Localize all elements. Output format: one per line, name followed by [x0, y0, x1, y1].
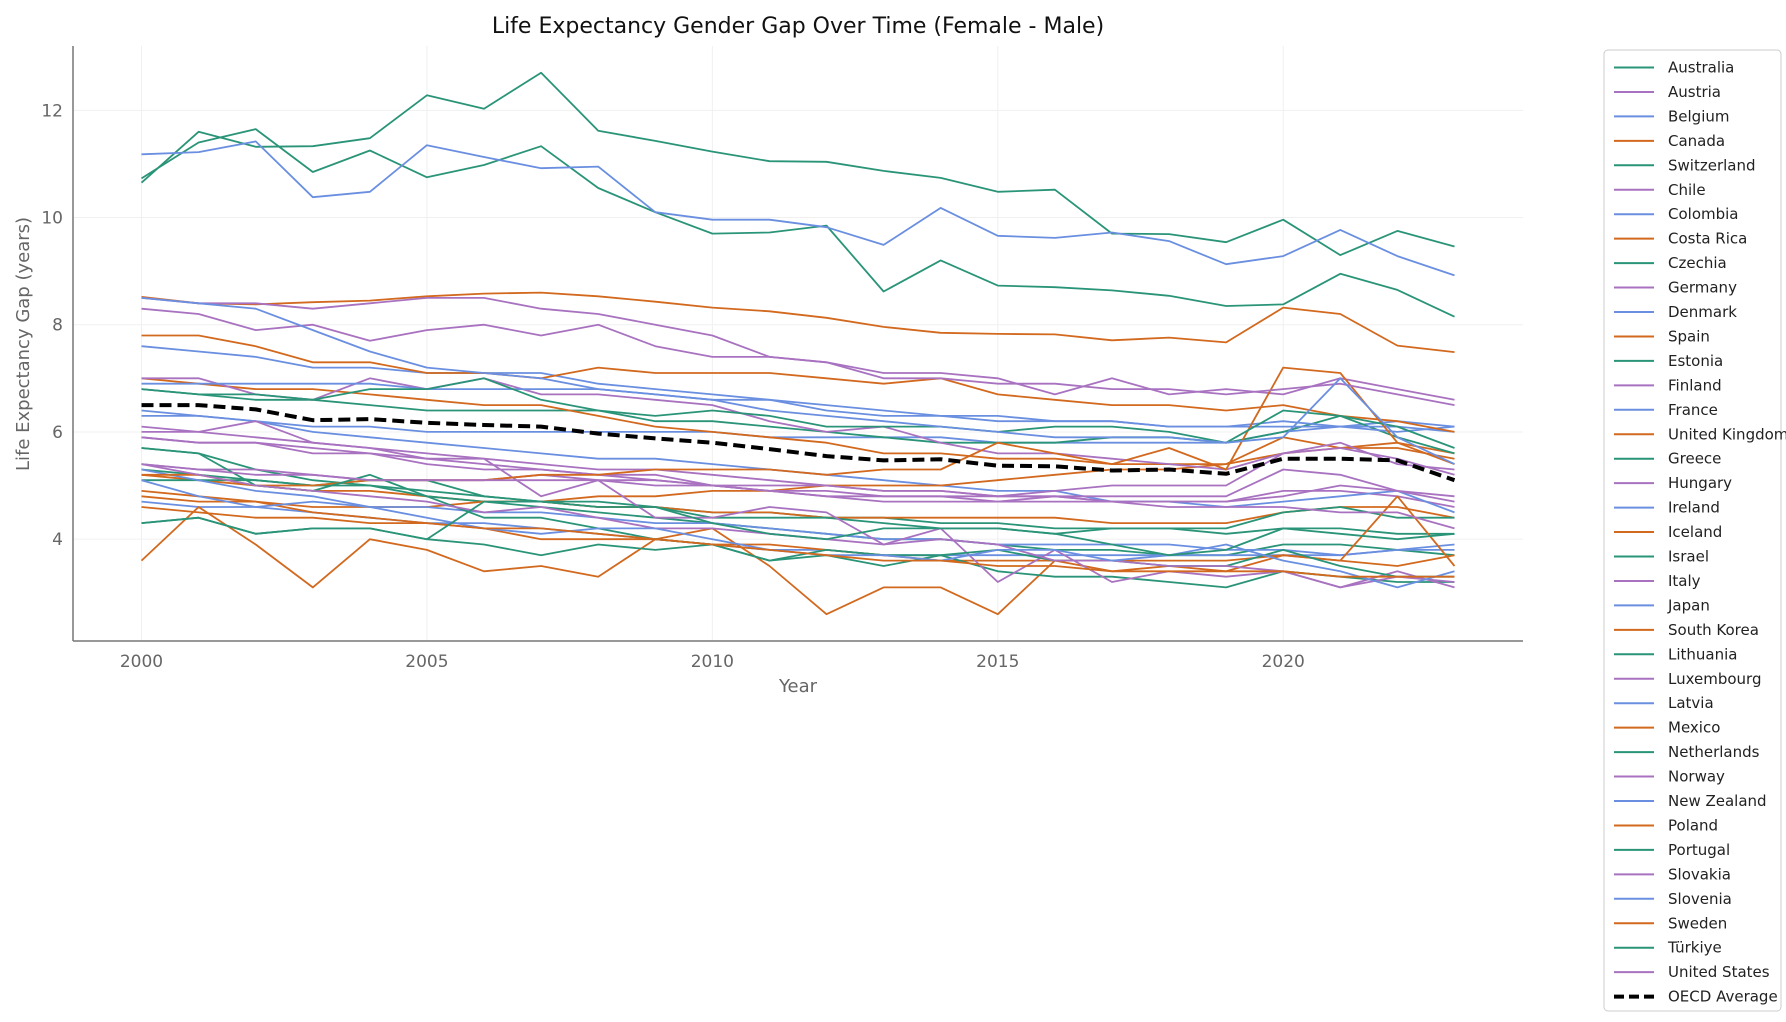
- series-line-sweden: [141, 506, 1455, 578]
- legend-label-germany: Germany: [1668, 279, 1737, 297]
- series-line-latvia: [141, 140, 1455, 277]
- x-tick-label: 2000: [120, 652, 163, 672]
- series-line-italy: [141, 436, 1455, 530]
- series-line-united-kingdom: [141, 490, 1455, 567]
- chart-title: Life Expectancy Gender Gap Over Time (Fe…: [492, 14, 1104, 39]
- legend-label-norway: Norway: [1668, 768, 1725, 786]
- legend-label-south-korea: South Korea: [1668, 621, 1759, 639]
- legend-label-estonia: Estonia: [1668, 352, 1723, 370]
- legend-label-ireland: Ireland: [1668, 499, 1720, 517]
- legend-label-czechia: Czechia: [1668, 254, 1727, 272]
- legend-label-australia: Australia: [1668, 59, 1734, 77]
- y-tick-label: 12: [41, 101, 63, 121]
- legend-label-new-zealand: New Zealand: [1668, 792, 1767, 810]
- series-line-netherlands: [141, 447, 1455, 578]
- series-line-south-korea: [141, 334, 1455, 433]
- legend-label-denmark: Denmark: [1668, 303, 1737, 321]
- y-tick-label: 8: [52, 316, 63, 336]
- x-tick-label: 2005: [405, 652, 448, 672]
- series-line-mexico: [141, 366, 1455, 487]
- legend-label-united-states: United States: [1668, 963, 1770, 981]
- legend-box: [1603, 49, 1782, 1012]
- series-line-spain: [141, 377, 1455, 466]
- series-line-united-states: [141, 441, 1455, 498]
- x-axis-label: Year: [778, 676, 818, 697]
- legend-label-chile: Chile: [1668, 181, 1706, 199]
- series-line-finland: [141, 377, 1455, 476]
- y-tick-label: 6: [52, 423, 63, 443]
- y-tick-label: 10: [41, 209, 63, 229]
- legend-label-italy: Italy: [1668, 572, 1701, 590]
- legend-label-switzerland: Switzerland: [1668, 156, 1756, 174]
- legend-label-iceland: Iceland: [1668, 523, 1722, 541]
- legend-label-luxembourg: Luxembourg: [1668, 670, 1762, 688]
- legend-label-united-kingdom: United Kingdom: [1668, 425, 1786, 443]
- series-lines: [140, 71, 1456, 616]
- legend-label-belgium: Belgium: [1668, 107, 1730, 125]
- legend-label-greece: Greece: [1668, 450, 1721, 468]
- axes: [72, 46, 1523, 642]
- legend: Australia Austria Belgium Canada Switzerland…: [1603, 49, 1786, 1012]
- series-line-slovenia: [141, 297, 1455, 465]
- x-tick-label: 2010: [691, 652, 734, 672]
- legend-label-slovenia: Slovenia: [1668, 890, 1732, 908]
- legend-label-netherlands: Netherlands: [1668, 743, 1760, 761]
- legend-label-mexico: Mexico: [1668, 719, 1720, 737]
- series-line-portugal: [141, 377, 1455, 449]
- legend-label-colombia: Colombia: [1668, 205, 1739, 223]
- legend-label-japan: Japan: [1667, 596, 1710, 614]
- y-axis-label: Life Expectancy Gap (years): [13, 217, 34, 471]
- legend-label-oecd-average: OECD Average: [1668, 988, 1778, 1006]
- legend-label-costa-rica: Costa Rica: [1668, 230, 1747, 248]
- y-tick-label: 4: [52, 530, 63, 550]
- legend-label-austria: Austria: [1668, 83, 1721, 101]
- legend-label-canada: Canada: [1668, 132, 1725, 150]
- series-line-canada: [141, 473, 1455, 524]
- legend-label-poland: Poland: [1668, 816, 1718, 834]
- x-tick-label: 2015: [976, 652, 1019, 672]
- legend-label-spain: Spain: [1668, 327, 1710, 345]
- series-line-iceland: [140, 495, 1456, 616]
- legend-label-lithuania: Lithuania: [1668, 645, 1737, 663]
- legend-label-latvia: Latvia: [1668, 694, 1714, 712]
- legend-label-sweden: Sweden: [1668, 914, 1727, 932]
- legend-label-hungary: Hungary: [1668, 474, 1732, 492]
- legend-label-portugal: Portugal: [1668, 841, 1730, 859]
- series-line-germany: [141, 436, 1455, 503]
- series-line-t-rkiye: [141, 500, 1455, 557]
- x-tick-label: 2020: [1262, 652, 1305, 672]
- series-line-oecd-average: [141, 403, 1456, 483]
- series-line-lithuania: [140, 71, 1455, 257]
- legend-label-slovakia: Slovakia: [1668, 865, 1731, 883]
- tick-labels: 2000 2005 2010 2015 2020 4 6 8 10 12: [41, 101, 1305, 672]
- series-line-poland: [141, 291, 1455, 353]
- legend-label-france: France: [1668, 401, 1718, 419]
- legend-label-t-rkiye: Türkiye: [1667, 939, 1722, 957]
- legend-label-finland: Finland: [1668, 376, 1722, 394]
- series-line-luxembourg: [141, 420, 1455, 589]
- series-line-estonia: [141, 128, 1455, 318]
- series-line-slovakia: [141, 296, 1455, 406]
- series-line-japan: [141, 382, 1455, 433]
- legend-label-israel: Israel: [1668, 548, 1709, 566]
